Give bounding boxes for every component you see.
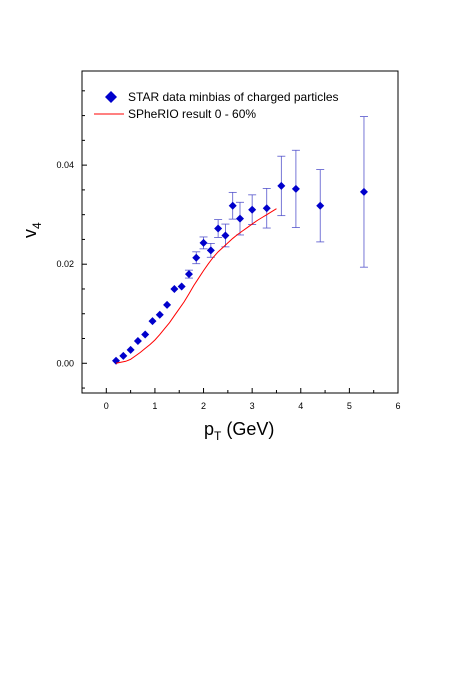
data-point-diamond bbox=[141, 330, 150, 339]
x-tick-label-5: 5 bbox=[347, 401, 352, 411]
data-point-diamond bbox=[184, 270, 193, 279]
legend-marker-star bbox=[105, 91, 117, 103]
data-layer bbox=[112, 116, 368, 365]
data-point-diamond bbox=[206, 246, 215, 255]
data-point-diamond bbox=[192, 253, 201, 262]
y-tick-label: 0.04 bbox=[56, 160, 74, 170]
legend-label-spherio: SPheRIO result 0 - 60% bbox=[128, 107, 256, 121]
data-point-diamond bbox=[277, 181, 286, 190]
y-tick-label: 0.00 bbox=[56, 358, 74, 368]
x-tick-label-2: 2 bbox=[201, 401, 206, 411]
data-point-diamond bbox=[291, 184, 300, 193]
data-point-diamond bbox=[126, 345, 135, 354]
y-axis-title: v4 bbox=[20, 222, 44, 238]
x-tick-label-3: 3 bbox=[250, 401, 255, 411]
y-axis-title-main: v bbox=[20, 229, 40, 238]
data-point-diamond bbox=[177, 282, 186, 291]
y-tick-label: 0.02 bbox=[56, 259, 74, 269]
data-point-diamond bbox=[155, 310, 164, 319]
data-point-diamond bbox=[359, 187, 368, 196]
data-point-diamond bbox=[236, 214, 244, 223]
ticks-layer: 0 1 2 3 4 5 6 0.00 0.02 0.04 bbox=[56, 90, 401, 411]
x-tick-label-4: 4 bbox=[298, 401, 303, 411]
data-point-diamond bbox=[148, 317, 157, 326]
data-point-diamond bbox=[221, 231, 230, 240]
y-axis-title-sub: 4 bbox=[30, 222, 44, 229]
legend: STAR data minbias of charged particles S… bbox=[94, 90, 339, 121]
data-point-diamond bbox=[248, 205, 257, 214]
data-point-diamond bbox=[133, 336, 142, 345]
x-tick-label-1: 1 bbox=[152, 401, 157, 411]
x-tick-label-6: 6 bbox=[395, 401, 400, 411]
data-point-diamond bbox=[262, 204, 271, 213]
data-point-diamond bbox=[170, 284, 179, 293]
data-point-diamond bbox=[228, 201, 237, 210]
data-point-diamond bbox=[163, 300, 172, 309]
data-point-diamond bbox=[214, 224, 223, 233]
data-point-diamond bbox=[199, 238, 208, 247]
plot-frame bbox=[81, 70, 399, 394]
x-axis-title: pT (GeV) bbox=[204, 419, 274, 443]
legend-label-star: STAR data minbias of charged particles bbox=[128, 90, 339, 104]
x-axis-title-main: p bbox=[204, 419, 214, 439]
x-axis-title-unit: (GeV) bbox=[221, 419, 274, 439]
data-point-diamond bbox=[119, 351, 128, 360]
x-tick-label-0: 0 bbox=[104, 401, 109, 411]
data-point-diamond bbox=[316, 201, 325, 210]
x-axis-title-sub: T bbox=[214, 429, 222, 443]
spherio-curve-line bbox=[115, 208, 277, 364]
